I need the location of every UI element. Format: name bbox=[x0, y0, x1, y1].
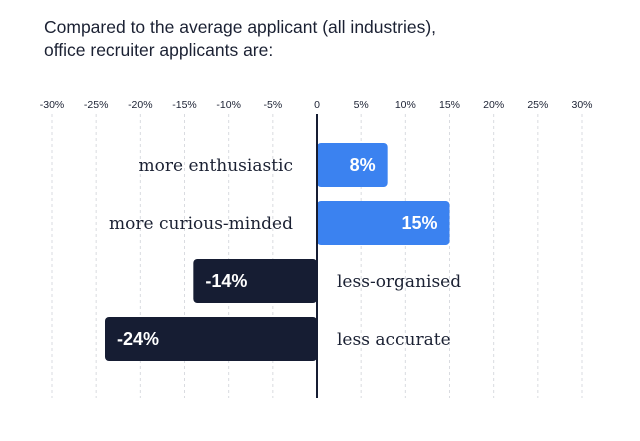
x-tick-label: -5% bbox=[263, 99, 282, 111]
x-tick-label: 20% bbox=[483, 99, 504, 111]
bar-value-label: -14% bbox=[205, 271, 247, 291]
x-tick-label: -20% bbox=[128, 99, 153, 111]
bar bbox=[317, 201, 450, 245]
bar bbox=[105, 317, 317, 361]
category-label: more enthusiastic bbox=[139, 156, 294, 176]
x-tick-label: -25% bbox=[84, 99, 109, 111]
x-tick-label: -15% bbox=[172, 99, 197, 111]
bar-value-label: 8% bbox=[350, 155, 376, 175]
x-tick-label: -10% bbox=[216, 99, 241, 111]
x-tick-label: 5% bbox=[354, 99, 369, 111]
x-tick-label: -30% bbox=[40, 99, 65, 111]
category-label: less accurate bbox=[337, 330, 451, 350]
x-tick-label: 0 bbox=[314, 99, 320, 111]
x-tick-label: 10% bbox=[395, 99, 416, 111]
x-tick-label: 30% bbox=[571, 99, 592, 111]
category-label: more curious-minded bbox=[109, 214, 293, 234]
category-label: less-organised bbox=[337, 272, 461, 292]
chart-title-line-1: Compared to the average applicant (all i… bbox=[44, 17, 437, 37]
bar-value-label: -24% bbox=[117, 329, 159, 349]
chart-title-line-2: office recruiter applicants are: bbox=[44, 40, 274, 60]
bar bbox=[317, 143, 388, 187]
chart-title: Compared to the average applicant (all i… bbox=[44, 16, 604, 62]
bar-value-label: 15% bbox=[401, 213, 437, 233]
x-tick-label: 25% bbox=[527, 99, 548, 111]
bar bbox=[193, 259, 317, 303]
x-tick-label: 15% bbox=[439, 99, 460, 111]
